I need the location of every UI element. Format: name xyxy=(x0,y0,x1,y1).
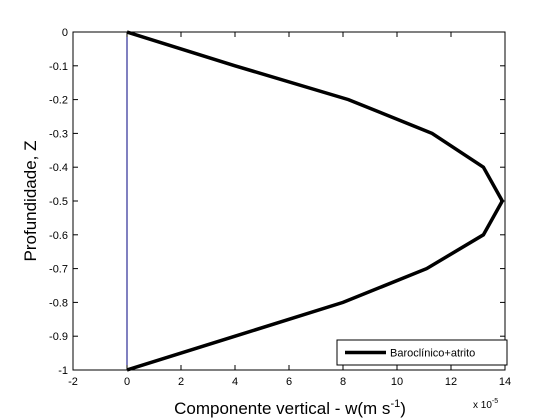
y-tick-label: -0.4 xyxy=(49,162,68,174)
plot-area xyxy=(73,32,505,370)
y-tick-label: -0.7 xyxy=(49,264,68,276)
y-tick-label: -0.3 xyxy=(49,128,68,140)
y-axis-ticks: 0 -0.1 -0.2 -0.3 -0.4 -0.5 -0.6 -0.7 -0.8 -0.9 -1 xyxy=(49,27,505,377)
y-tick-label: -0.2 xyxy=(49,95,68,107)
x-axis-multiplier: x 10-5 xyxy=(473,398,498,411)
x-tick-label: 12 xyxy=(445,376,457,388)
y-tick-label: 0 xyxy=(62,27,68,39)
legend-label: Baroclínico+atrito xyxy=(390,348,475,360)
x-tick-label: 8 xyxy=(340,376,346,388)
legend: Baroclínico+atrito xyxy=(336,339,508,366)
x-axis-label-close: ) xyxy=(400,399,406,418)
y-tick-label: -0.1 xyxy=(49,61,68,73)
x-axis-multiplier-exponent: -5 xyxy=(492,398,498,405)
y-axis-label: Profundidade, Z xyxy=(21,141,40,262)
y-tick-label: -0.9 xyxy=(49,331,68,343)
x-axis-multiplier-base: x 10 xyxy=(473,400,492,411)
x-axis-label-exponent: -1 xyxy=(390,398,400,410)
x-tick-label: 14 xyxy=(499,376,511,388)
y-tick-label: -0.5 xyxy=(49,196,68,208)
y-tick-label: -0.6 xyxy=(49,230,68,242)
x-tick-label: -2 xyxy=(68,376,78,388)
x-tick-label: 4 xyxy=(232,376,238,388)
x-tick-label: 0 xyxy=(124,376,130,388)
y-tick-label: -1 xyxy=(58,365,68,377)
x-tick-label: 6 xyxy=(286,376,292,388)
x-axis-label-main: Componente vertical - w(m s xyxy=(174,399,390,418)
x-tick-label: 2 xyxy=(178,376,184,388)
x-axis-label: Componente vertical - w(m s-1) xyxy=(174,398,406,418)
x-tick-label: 10 xyxy=(391,376,403,388)
y-tick-label: -0.8 xyxy=(49,297,68,309)
x-axis-ticks: -2 0 2 4 6 8 10 12 14 xyxy=(68,32,511,388)
